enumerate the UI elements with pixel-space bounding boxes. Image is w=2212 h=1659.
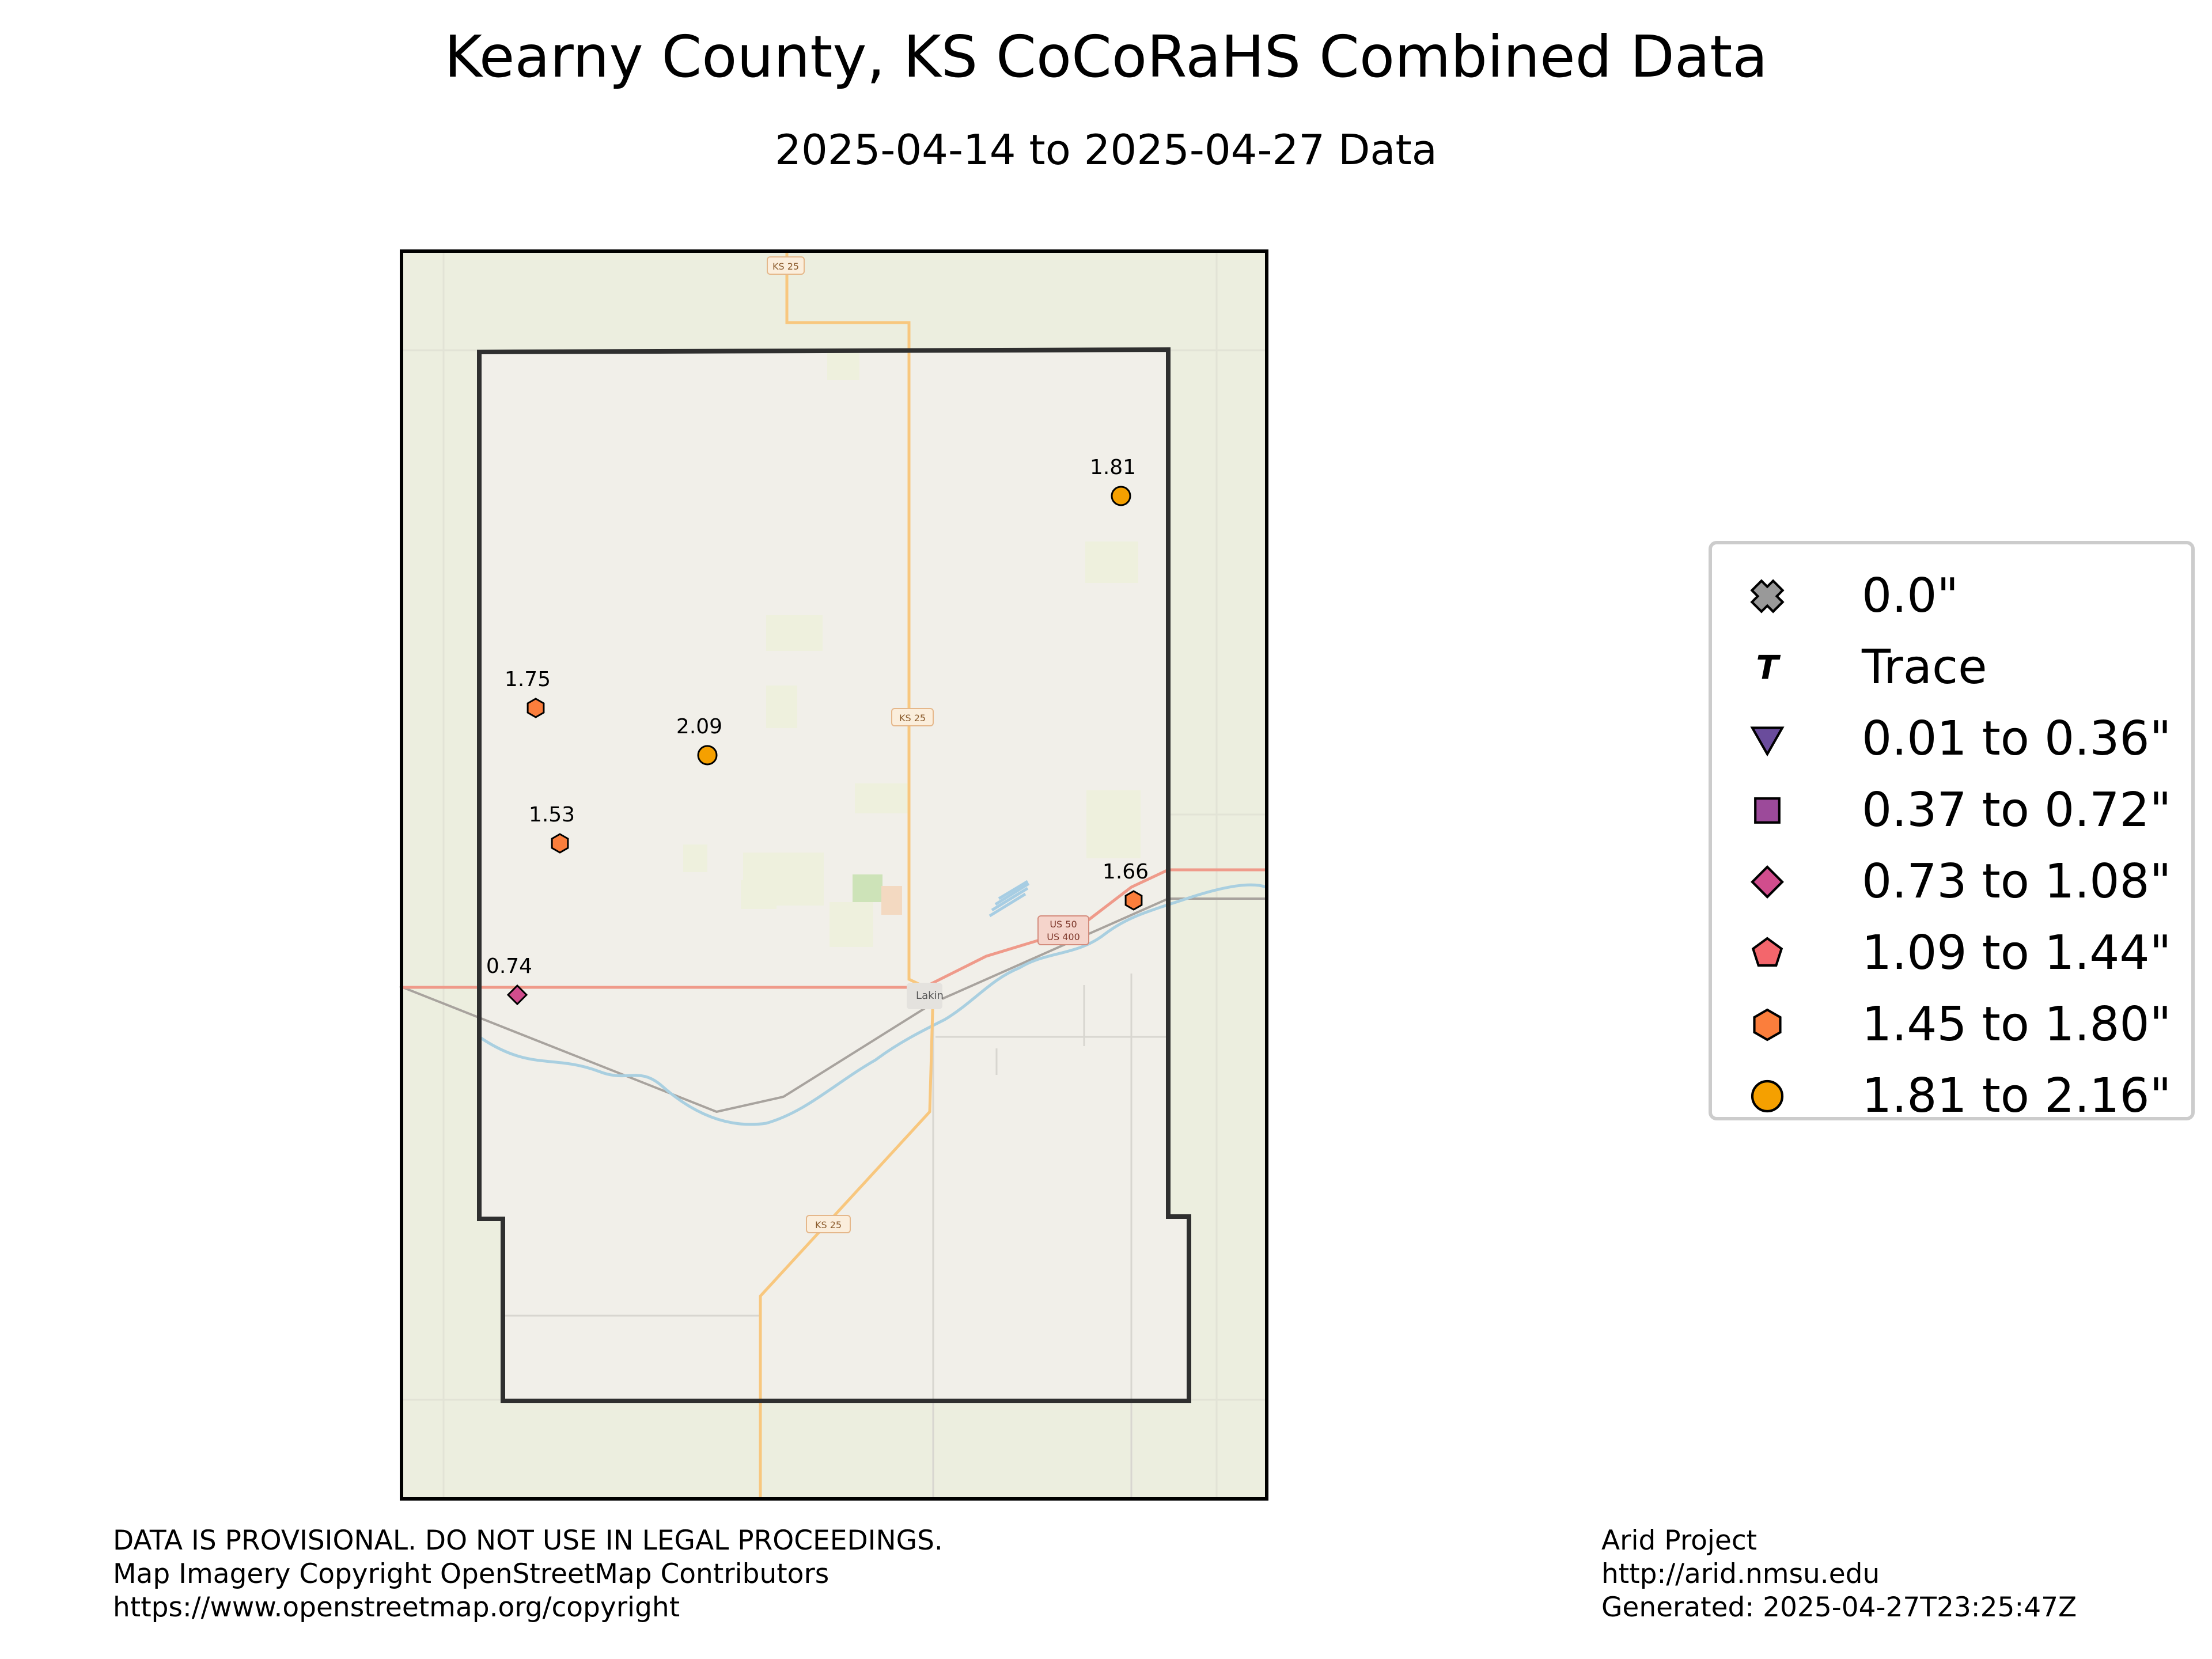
town-lakin-area [907,983,942,1009]
station-markers: 1.81 1.75 2.09 1.53 1.66 0.74 [486,456,1149,1006]
map-subtitle: 2025-04-14 to 2025-04-27 Data [775,126,1437,174]
x-marker-icon [1750,579,1785,613]
t-marker-icon: T [1756,649,1781,687]
station-marker [697,745,718,766]
imagery-credit: Map Imagery Copyright OpenStreetMap Cont… [113,1558,830,1590]
station-marker [506,984,528,1006]
legend-label: Trace [1862,640,1987,695]
park-patch [853,874,882,902]
hexagon-icon [1753,1008,1782,1041]
legend-item: T Trace [1712,633,2191,702]
pentagon-icon [1751,937,1783,967]
station-marker [527,698,545,718]
field-patches [683,350,1141,947]
station-marker [1111,486,1131,506]
station-marker [1124,890,1143,911]
legend-label: 0.01 to 0.36" [1862,711,2172,766]
legend-item: 1.09 to 1.44" [1712,919,2191,988]
legend-label: 1.81 to 2.16" [1862,1069,2172,1123]
legend-item: 1.81 to 2.16" [1712,1062,2191,1131]
project-link[interactable]: http://arid.nmsu.edu [1601,1558,1880,1590]
disclaimer-text: DATA IS PROVISIONAL. DO NOT USE IN LEGAL… [113,1525,943,1556]
map-title: Kearny County, KS CoCoRaHS Combined Data [444,23,1768,90]
county-outline [477,347,1191,1403]
footer-credits: Arid Project http://arid.nmsu.edu Genera… [1601,1524,2077,1624]
road-label: KS 25 [772,261,799,272]
legend-item: 1.45 to 1.80" [1712,990,2191,1059]
reservoir [988,880,1030,918]
map-frame [400,249,1268,1501]
station-value-label: 1.53 [529,803,575,827]
legend-item: 0.01 to 0.36" [1712,704,2191,774]
station-marker [551,833,569,854]
project-name: Arid Project [1601,1525,1758,1556]
circle-icon [1751,1080,1784,1113]
diamond-icon [1751,865,1784,899]
legend-label: 1.45 to 1.80" [1862,997,2172,1052]
minor-roads [503,974,1168,1500]
legend-label: 1.09 to 1.44" [1862,926,2172,980]
legend-item: 0.73 to 1.08" [1712,847,2191,916]
station-value-label: 0.74 [486,955,532,978]
station-value-label: 1.66 [1103,860,1149,884]
legend: 0.0" T Trace 0.01 to 0.36" 0.37 to 0.72" 0.73… [1709,541,2195,1123]
developed-patch [881,886,902,915]
copyright-link[interactable]: https://www.openstreetmap.org/copyright [113,1592,680,1623]
legend-label: 0.37 to 0.72" [1862,783,2172,838]
footer-disclaimer: DATA IS PROVISIONAL. DO NOT USE IN LEGAL… [113,1524,943,1624]
station-value-label: 1.81 [1090,456,1136,479]
road-label: KS 25 [815,1219,842,1230]
place-label-lakin: Lakin [916,990,944,1002]
road-label: KS 25 [899,713,926,724]
square-icon [1754,797,1781,824]
svg-text:T: T [1756,649,1781,687]
legend-label: 0.73 to 1.08" [1862,854,2172,909]
road-shields: KS 25 KS 25 KS 25 US 50 US 400 Lakin [767,256,1089,1233]
road-label: US 50 [1050,919,1077,930]
generated-timestamp: Generated: 2025-04-27T23:25:47Z [1601,1592,2077,1623]
legend-label: 0.0" [1862,569,1959,623]
station-value-label: 2.09 [676,715,722,738]
legend-item: 0.37 to 0.72" [1712,776,2191,845]
county-boundary [479,350,1189,1401]
triangle-down-icon [1750,726,1785,757]
legend-item: 0.0" [1712,562,2191,631]
arkansas-river [478,883,1267,1126]
road-label: US 400 [1047,931,1080,942]
station-value-label: 1.75 [505,668,551,691]
